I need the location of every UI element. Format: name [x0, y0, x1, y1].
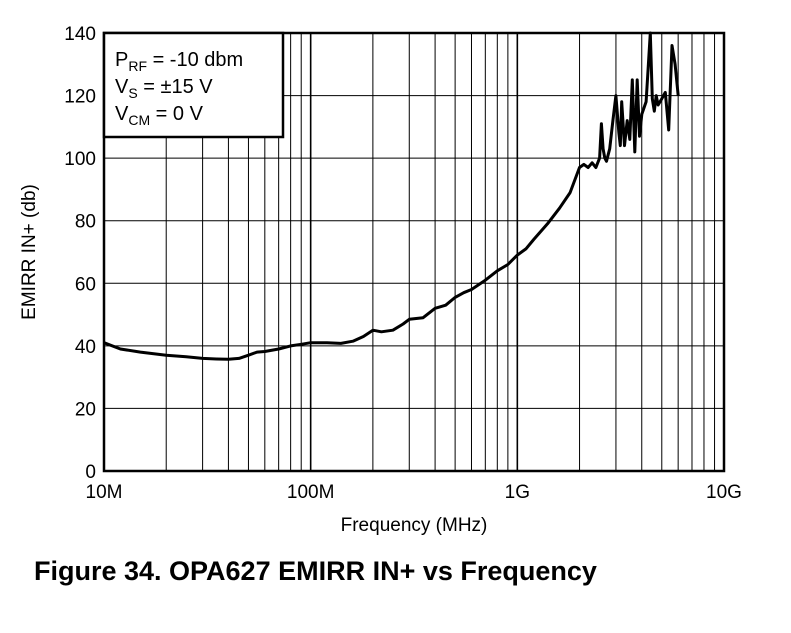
tick-labels: 0 20 40 60 80 100 120 140 10M 100M 1G 10G — [64, 24, 742, 503]
y-tick-label: 140 — [64, 24, 96, 45]
y-tick-label: 60 — [75, 274, 96, 295]
y-tick-label: 40 — [75, 337, 96, 358]
figure-caption: Figure 34. OPA627 EMIRR IN+ vs Frequency — [34, 556, 597, 586]
emirr-chart: 0 20 40 60 80 100 120 140 10M 100M 1G 10G PRF = -10… — [19, 24, 742, 536]
x-tick-label: 10G — [706, 482, 742, 503]
legend-line-vs: VS = ±15 V — [115, 76, 213, 101]
legend-line-prf: PRF = -10 dbm — [115, 49, 243, 74]
x-tick-label: 1G — [505, 482, 530, 503]
y-tick-label: 120 — [64, 87, 96, 108]
y-tick-label: 20 — [75, 399, 96, 420]
x-tick-label: 100M — [287, 482, 335, 503]
x-axis-title: Frequency (MHz) — [341, 515, 488, 536]
y-axis-title: EMIRR IN+ (db) — [19, 184, 40, 320]
y-tick-label: 0 — [85, 462, 96, 483]
y-tick-label: 100 — [64, 149, 96, 170]
legend-line-vcm: VCM = 0 V — [115, 103, 204, 128]
y-tick-label: 80 — [75, 212, 96, 233]
x-tick-label: 10M — [86, 482, 123, 503]
plot-frame — [102, 31, 726, 473]
legend-box: PRF = -10 dbm VS = ±15 V VCM = 0 V — [102, 31, 285, 139]
series-line — [103, 31, 680, 361]
legend-frame — [102, 31, 285, 139]
